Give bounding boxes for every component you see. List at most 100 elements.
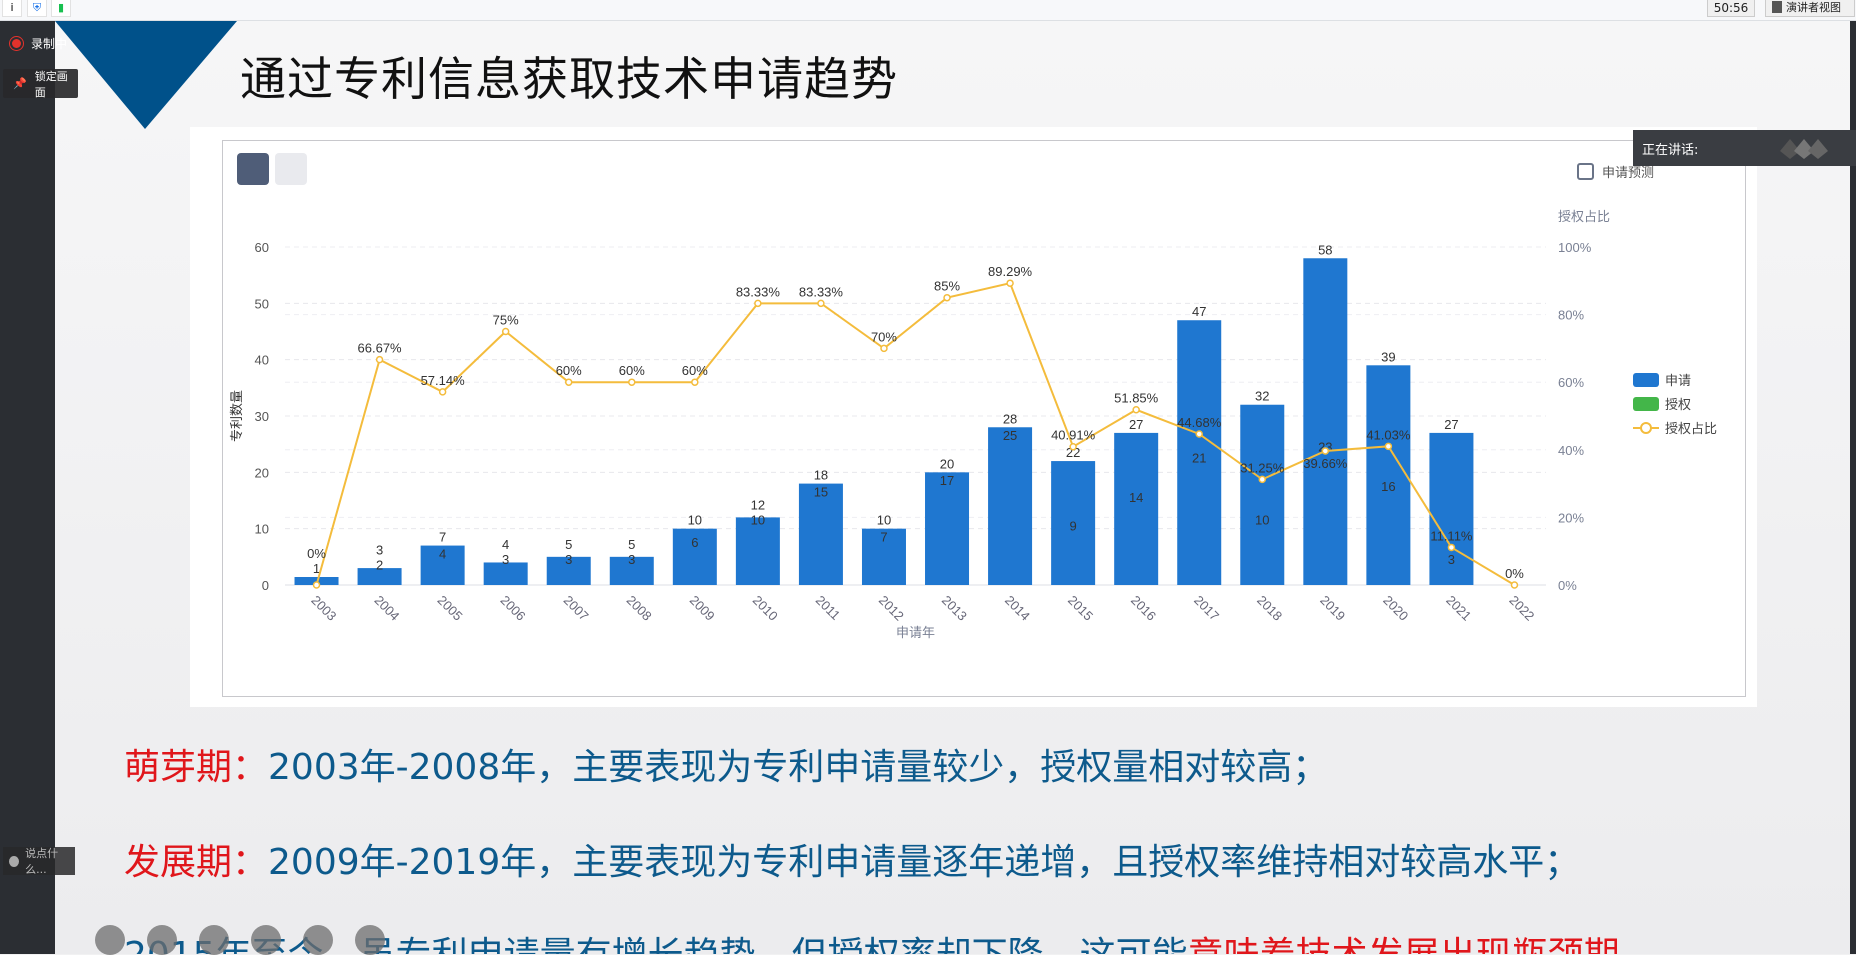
bar-apply-label: 27 [1444, 417, 1458, 432]
x-tick-label: 2004 [371, 593, 402, 624]
x-tick-label: 2019 [1317, 593, 1348, 624]
x-tick-label: 2006 [498, 593, 529, 624]
bar-apply [294, 577, 339, 585]
bar-grant-label: 14 [1129, 490, 1143, 505]
bar-apply [609, 556, 654, 585]
presenter-icon [1772, 1, 1782, 13]
chart-type-button-1[interactable] [237, 153, 269, 185]
x-tick-label: 2022 [1506, 593, 1537, 624]
chart-panel: 申请预测 0 10 20 30 40 50 60 0% 20% 40% 60% 80% 100% 专利数量… [190, 127, 1757, 707]
emoji-icon[interactable] [9, 855, 20, 867]
bar-apply-label: 18 [814, 468, 828, 483]
grid-icon[interactable] [303, 925, 333, 955]
ratio-label: 51.85% [1114, 391, 1159, 406]
stage-text: 2003年-2008年，主要表现为专利申请量较少，授权量相对较高； [268, 747, 1329, 788]
x-tick-label: 2003 [308, 593, 339, 624]
bar-grant-label: 3 [628, 552, 635, 567]
right-strip [1850, 21, 1856, 954]
bar-apply-label: 20 [940, 456, 954, 471]
bar-apply [735, 517, 780, 585]
speaking-panel: 正在讲话: [1633, 130, 1856, 166]
signal-icon[interactable]: ▮ [51, 0, 71, 17]
left-sidebar [0, 21, 55, 954]
lock-screen-label: 锁定画面 [34, 69, 68, 99]
text-line-2: 发展期：2009年-2019年，主要表现为专利申请量逐年递增，且授权率维持相对较… [124, 833, 1580, 885]
legend-ratio-label: 授权占比 [1665, 421, 1717, 436]
bar-apply-label: 5 [565, 537, 572, 552]
info-icon[interactable]: i [2, 0, 22, 17]
bar-apply [925, 472, 970, 585]
fullscreen-icon[interactable] [251, 925, 281, 955]
y2-tick-label: 80% [1558, 308, 1584, 323]
ratio-label: 60% [619, 363, 645, 378]
app-logo-icon [1780, 139, 1828, 159]
bar-apply [672, 528, 717, 585]
prev-icon[interactable] [95, 925, 125, 955]
ratio-label: 0% [307, 546, 326, 561]
bar-grant-label: 3 [502, 552, 509, 567]
ratio-label: 60% [682, 363, 708, 378]
x-tick-label: 2017 [1191, 593, 1222, 624]
y-tick-label: 30 [255, 409, 269, 424]
decor-triangle [55, 21, 237, 129]
record-icon [12, 39, 21, 48]
x-tick-label: 2008 [624, 593, 655, 624]
chat-placeholder: 说点什么... [25, 847, 59, 876]
lock-screen-button[interactable]: 📌 锁定画面 [3, 69, 78, 99]
bar-apply-label: 22 [1066, 445, 1080, 460]
text-line-1: 萌芽期：2003年-2008年，主要表现为专利申请量较少，授权量相对较高； [124, 738, 1328, 790]
ratio-label: 31.25% [1240, 460, 1285, 475]
y-tick-label: 40 [255, 353, 269, 368]
ratio-point [1510, 581, 1519, 589]
ratio-label: 44.68% [1177, 415, 1222, 430]
bar-apply [988, 427, 1033, 585]
x-axis-title: 申请年 [896, 625, 935, 640]
y2-tick-label: 0% [1558, 578, 1577, 593]
bar-grant-label: 21 [1192, 451, 1206, 466]
slide: 通过专利信息获取技术申请趋势 申请预测 0 10 20 30 40 50 60 0% 20% 40… [55, 21, 1850, 954]
stage-text: 2015年至今，虽专利申请量有增长趋势，但授权率却下降，这可能 [124, 935, 1188, 954]
slide-nav [95, 925, 385, 955]
bar-apply-label: 5 [628, 537, 635, 552]
top-toolbar: i ⛨ ▮ 50:56 演讲者视图 [0, 0, 1856, 21]
x-tick-label: 2012 [876, 593, 907, 624]
bar-apply-label: 4 [502, 537, 509, 552]
bar-apply-label: 28 [1003, 411, 1017, 426]
bar-apply [1366, 365, 1411, 585]
y-tick-label: 60 [255, 240, 269, 255]
chart-frame: 申请预测 0 10 20 30 40 50 60 0% 20% 40% 60% 80% 100% 专利数量… [222, 140, 1746, 697]
legend-apply-swatch [1633, 373, 1659, 387]
y-tick-label: 0 [262, 578, 269, 593]
bar-apply-label: 47 [1192, 304, 1206, 319]
checkbox-icon[interactable] [1577, 163, 1594, 180]
pen-icon[interactable] [199, 925, 229, 955]
timer: 50:56 [1707, 0, 1755, 17]
bar-grant-label: 3 [565, 552, 572, 567]
next-icon[interactable] [147, 925, 177, 955]
chat-input[interactable]: 说点什么... [3, 847, 75, 876]
ratio-point [754, 299, 762, 308]
x-tick-label: 2020 [1380, 593, 1411, 624]
bar-grant-label: 25 [1003, 428, 1017, 443]
x-tick-label: 2009 [687, 593, 718, 624]
x-tick-label: 2016 [1128, 593, 1159, 624]
bar-apply [357, 568, 402, 585]
bar-apply [861, 528, 906, 585]
ratio-point [691, 378, 699, 386]
y2-tick-label: 100% [1558, 240, 1592, 255]
ratio-label: 85% [934, 279, 960, 294]
more-icon[interactable] [355, 925, 385, 955]
ratio-point [943, 293, 951, 302]
presenter-view-label: 演讲者视图 [1786, 1, 1841, 14]
bar-apply-label: 32 [1255, 389, 1269, 404]
ratio-point [1321, 447, 1330, 455]
presenter-view-button[interactable]: 演讲者视图 [1765, 0, 1855, 17]
shield-icon[interactable]: ⛨ [27, 0, 47, 17]
speaking-label: 正在讲话: [1642, 142, 1699, 158]
bar-grant-label: 6 [691, 535, 698, 550]
chart-type-button-2[interactable] [275, 153, 307, 185]
forecast-toggle[interactable]: 申请预测 [1577, 162, 1654, 181]
x-tick-label: 2007 [561, 593, 592, 624]
bar-apply-label: 58 [1318, 242, 1332, 257]
ratio-line [315, 282, 1515, 586]
